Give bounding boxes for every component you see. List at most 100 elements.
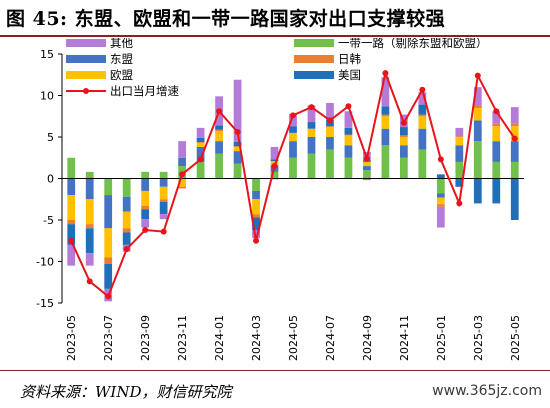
bar-segment-asean — [233, 151, 242, 164]
bar-segment-asean — [252, 190, 260, 200]
y-tick-label: 5 — [47, 131, 54, 144]
bar-segment-japan_korea — [455, 136, 464, 137]
bar-segment-others — [492, 111, 501, 124]
bar-segment-asean — [399, 145, 408, 158]
bar-segment-japan_korea — [85, 224, 94, 229]
bar-segment-japan_korea — [363, 178, 371, 181]
bar-segment-eu — [178, 178, 187, 187]
bar-segment-usa — [122, 232, 131, 245]
x-tick-label: 2023-07 — [102, 315, 115, 361]
bar-segment-others — [196, 127, 205, 138]
bar-segment-usa — [307, 122, 316, 129]
bar-segment-usa — [85, 228, 94, 254]
bar-segment-usa — [270, 159, 279, 162]
bar-segment-belt_road — [436, 178, 445, 194]
legend-swatch-eu — [66, 71, 106, 79]
bar-segment-eu — [122, 211, 131, 229]
bar-segment-japan_korea — [122, 228, 131, 233]
bar-segment-usa — [381, 106, 390, 115]
bar-segment-asean — [492, 141, 501, 162]
export-growth-point — [511, 135, 518, 142]
y-tick-label: -15 — [36, 297, 54, 310]
bar-segment-asean — [85, 178, 94, 200]
bar-segment-eu — [418, 116, 427, 129]
bar-segment-belt_road — [252, 178, 260, 191]
export-growth-point — [271, 163, 278, 170]
bar-segment-usa — [233, 141, 242, 147]
bar-segment-belt_road — [326, 149, 334, 179]
bar-segment-others — [141, 219, 150, 228]
bar-segment-belt_road — [104, 178, 113, 196]
x-tick-label: 2023-11 — [176, 315, 189, 361]
export-growth-point — [68, 237, 75, 244]
bar-segment-eu — [492, 126, 501, 142]
export-growth-point — [456, 200, 463, 207]
x-tick-label: 2025-01 — [435, 315, 448, 361]
bar-segment-eu — [307, 128, 316, 137]
x-tick-label: 2024-05 — [287, 315, 300, 361]
export-growth-point — [437, 156, 444, 163]
page-title: 图 45: 东盟、欧盟和一带一路国家对出口支撑较强 — [6, 8, 446, 30]
bar-segment-japan_korea — [473, 105, 482, 108]
bar-segment-eu — [363, 161, 371, 167]
export-growth-point — [290, 112, 296, 119]
legend-label-japan_korea: 日韩 — [338, 52, 361, 66]
bar-segment-belt_road — [510, 161, 519, 179]
export-growth-point — [382, 70, 389, 77]
bar-segment-usa — [418, 104, 427, 115]
bar-segment-eu — [289, 132, 297, 142]
bar-segment-belt_road — [270, 171, 279, 179]
bar-segment-belt_road — [492, 161, 501, 179]
bar-segment-japan_korea — [344, 134, 353, 136]
export-growth-point — [493, 108, 500, 115]
bar-segment-others — [510, 107, 519, 124]
bar-segment-usa — [289, 126, 297, 133]
x-tick-label: 2024-07 — [324, 315, 337, 361]
bar-segment-eu — [196, 142, 205, 147]
bar-segment-usa — [159, 201, 168, 215]
bar-segment-eu — [141, 190, 150, 206]
bar-segment-belt_road — [455, 161, 464, 179]
bar-segment-usa — [436, 174, 445, 179]
legend-label-asean: 东盟 — [110, 52, 133, 66]
x-tick-label: 2024-03 — [250, 315, 263, 361]
bar-segment-eu — [381, 116, 390, 129]
bar-segment-usa — [67, 224, 76, 245]
bar-segment-usa — [455, 178, 464, 187]
bar-segment-belt_road — [233, 163, 242, 179]
bar-segment-eu — [233, 146, 242, 152]
bar-segment-japan_korea — [252, 214, 260, 218]
bar-segment-others — [455, 127, 464, 137]
legend-label-others: 其他 — [110, 38, 133, 50]
bar-segment-japan_korea — [104, 257, 113, 264]
bar-segment-asean — [215, 141, 223, 154]
source-divider — [0, 370, 550, 371]
export-growth-point — [474, 72, 481, 79]
bar-segment-eu — [159, 186, 168, 200]
bar-segment-belt_road — [67, 157, 76, 179]
bar-segment-asean — [159, 178, 168, 187]
legend-swatch-others — [66, 39, 106, 47]
bar-segment-others — [307, 105, 316, 123]
export-growth-line — [70, 69, 516, 299]
bar-segment-japan_korea — [159, 199, 168, 202]
legend-swatch-usa — [294, 71, 334, 79]
export-growth-point — [123, 246, 130, 253]
bar-segment-usa — [252, 217, 260, 230]
bar-segment-japan_korea — [492, 123, 501, 127]
bar-segment-japan_korea — [233, 146, 242, 147]
bar-segment-japan_korea — [215, 129, 223, 132]
legend-label-eu: 欧盟 — [110, 68, 133, 82]
bar-segment-belt_road — [418, 149, 427, 179]
export-growth-point — [105, 293, 112, 300]
bar-segment-asean — [510, 141, 519, 162]
legend-swatch-belt_road — [294, 39, 334, 47]
bar-segment-usa — [141, 209, 150, 220]
bar-segment-japan_korea — [326, 126, 334, 128]
export-growth-point — [308, 104, 315, 111]
bar-segment-others — [159, 214, 168, 220]
legend-swatch-asean — [66, 55, 106, 63]
bar-segment-belt_road — [381, 145, 390, 179]
bar-segment-eu — [510, 126, 519, 142]
bar-segment-belt_road — [473, 141, 482, 179]
